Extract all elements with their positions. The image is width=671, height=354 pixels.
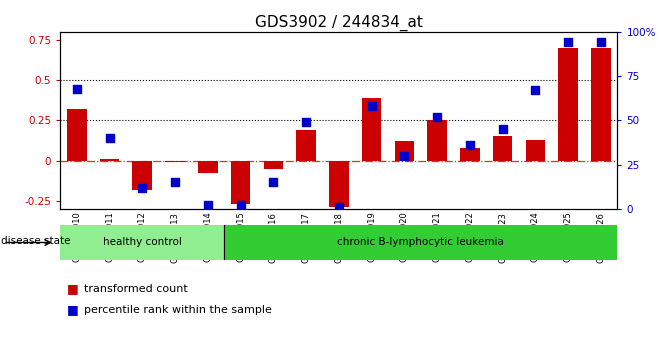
Bar — [460, 148, 480, 161]
Bar — [67, 109, 87, 161]
Bar — [591, 48, 611, 161]
Point — [431, 114, 442, 120]
Bar — [395, 141, 414, 161]
Bar — [329, 161, 349, 207]
Point — [596, 40, 607, 45]
Point — [170, 179, 180, 185]
Bar — [297, 130, 316, 161]
Point — [464, 142, 475, 148]
Text: transformed count: transformed count — [84, 284, 188, 293]
Text: chronic B-lymphocytic leukemia: chronic B-lymphocytic leukemia — [338, 238, 504, 247]
Point — [497, 126, 508, 132]
Point — [530, 87, 541, 93]
Text: percentile rank within the sample: percentile rank within the sample — [84, 305, 272, 315]
Bar — [493, 136, 513, 161]
Bar — [264, 161, 283, 169]
Text: healthy control: healthy control — [103, 238, 182, 247]
Bar — [558, 48, 578, 161]
Point — [333, 204, 344, 210]
Bar — [224, 225, 617, 260]
Bar — [198, 161, 217, 173]
Bar — [362, 98, 381, 161]
Text: disease state: disease state — [1, 236, 70, 246]
Point — [268, 179, 278, 185]
Bar — [427, 120, 447, 161]
Bar — [165, 161, 185, 162]
Point — [137, 185, 148, 190]
Point — [104, 135, 115, 141]
Point — [301, 119, 311, 125]
Point — [563, 40, 574, 45]
Bar — [100, 159, 119, 161]
Text: ■: ■ — [67, 282, 79, 295]
Point — [399, 153, 410, 159]
Bar — [525, 140, 546, 161]
Point — [71, 86, 82, 91]
Text: ■: ■ — [67, 303, 79, 316]
Bar — [132, 161, 152, 189]
Title: GDS3902 / 244834_at: GDS3902 / 244834_at — [255, 14, 423, 30]
Bar — [60, 225, 224, 260]
Point — [203, 202, 213, 208]
Bar — [231, 161, 250, 204]
Point — [366, 103, 377, 109]
Point — [236, 202, 246, 208]
